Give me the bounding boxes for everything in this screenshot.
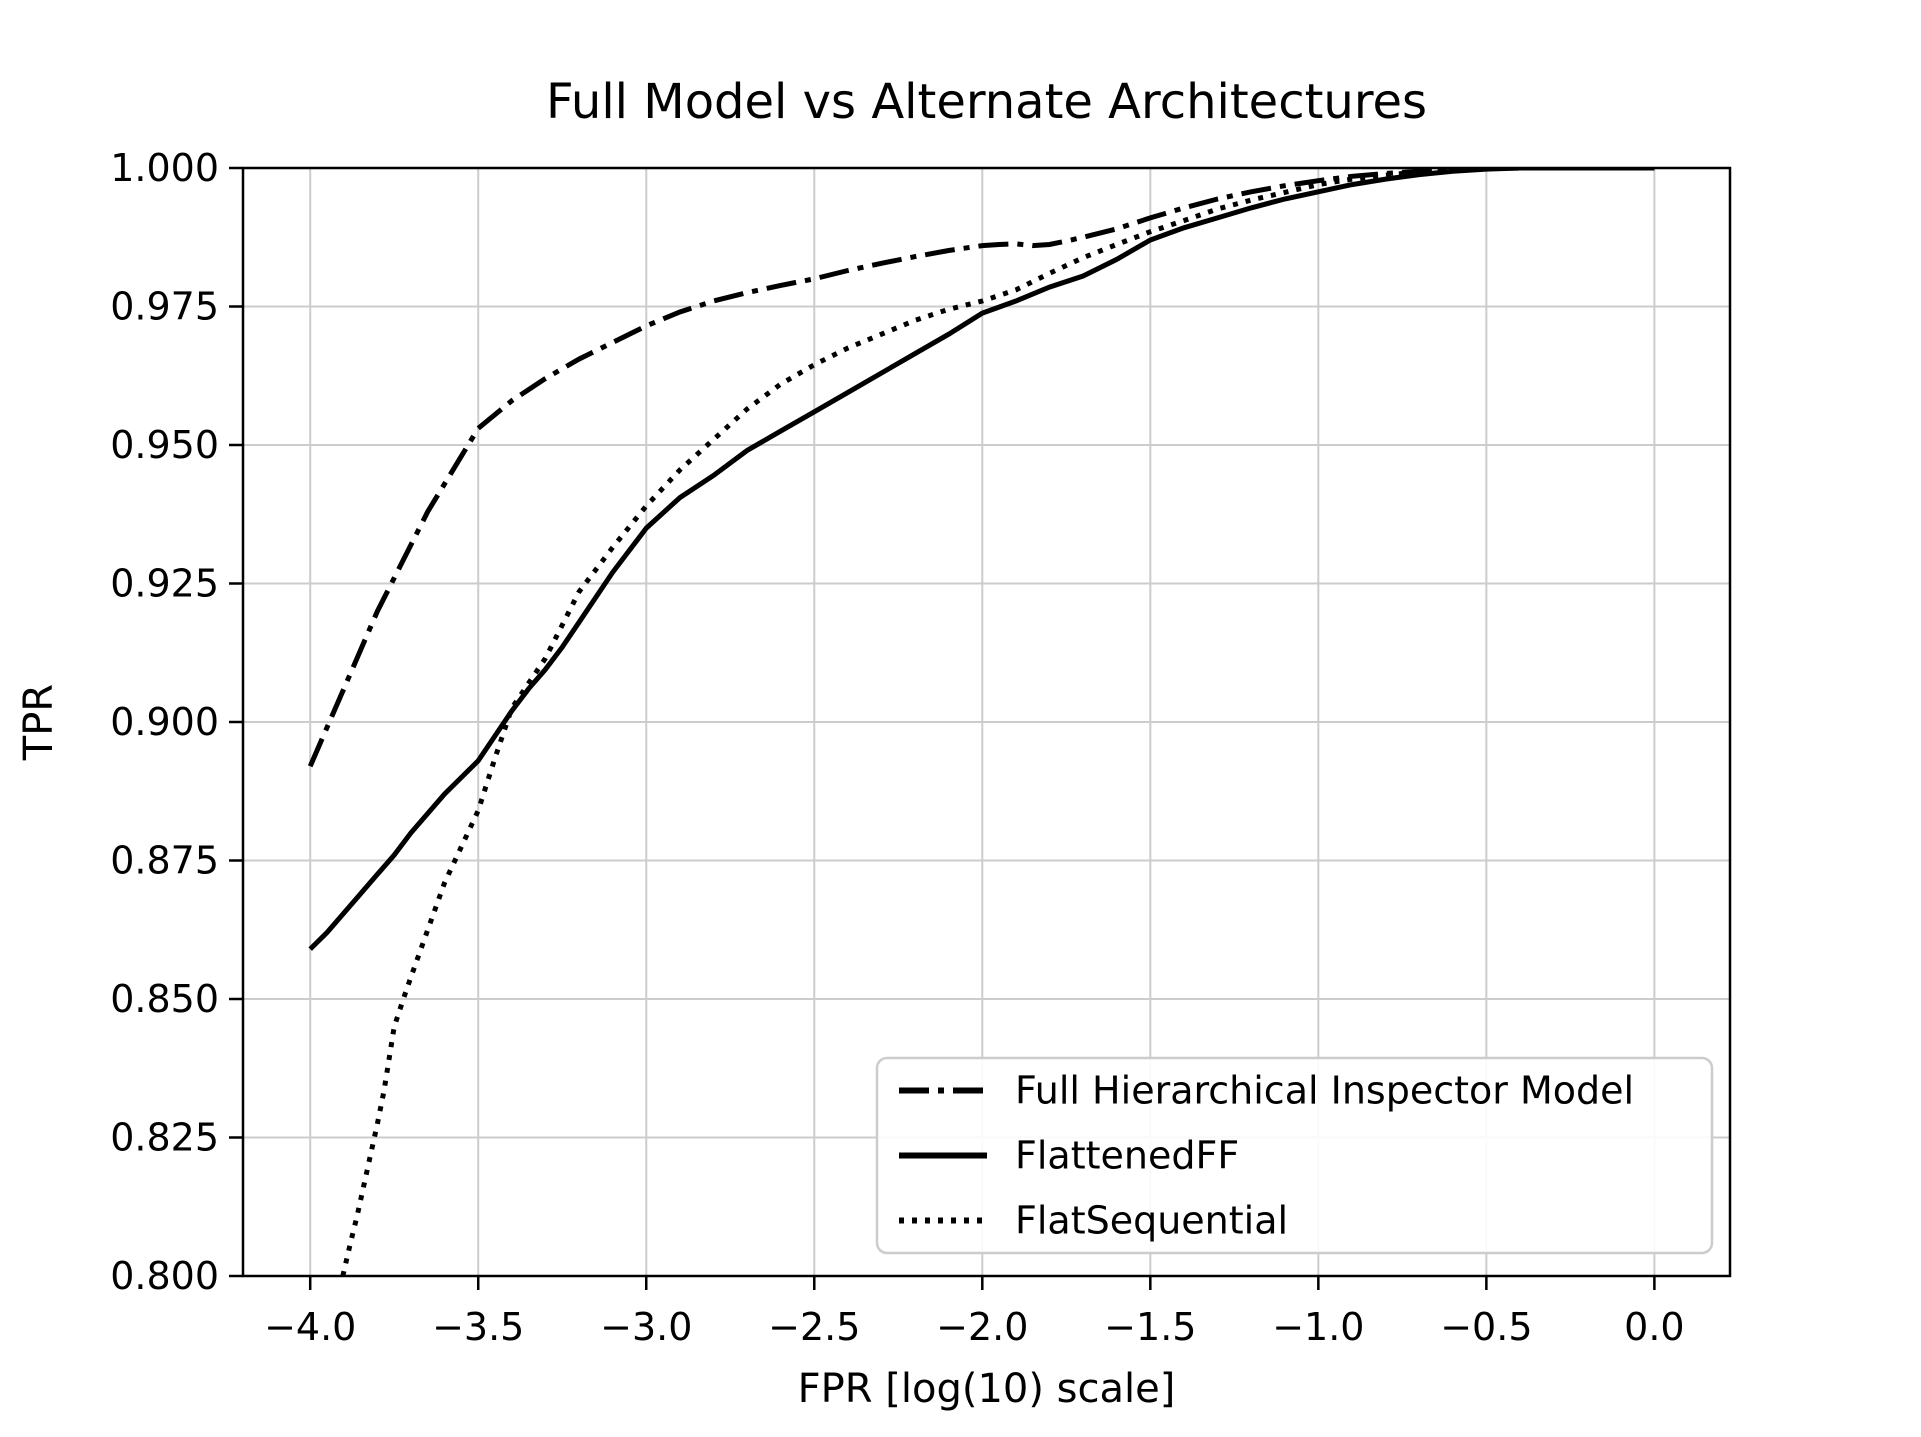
x-tick-label: −3.0	[600, 1305, 692, 1349]
series-line-0	[307, 168, 1655, 768]
legend-entry-label: Full Hierarchical Inspector Model	[1015, 1069, 1634, 1113]
x-tick-label: −2.5	[768, 1305, 860, 1349]
x-tick-label: −1.0	[1272, 1305, 1364, 1349]
legend: Full Hierarchical Inspector Model Flatten…	[875, 1056, 1714, 1255]
y-tick-label: 0.850	[110, 977, 219, 1021]
x-tick-label: −1.5	[1104, 1305, 1196, 1349]
chart-title: Full Model vs Alternate Architectures	[546, 74, 1427, 130]
x-tick-label: −2.0	[936, 1305, 1028, 1349]
legend-entry-label: FlattenedFF	[1015, 1134, 1239, 1178]
legend-entry-label: FlatSequential	[1015, 1199, 1288, 1243]
x-axis-label: FPR [log(10) scale]	[798, 1366, 1176, 1412]
x-tick-label: −3.5	[432, 1305, 524, 1349]
legend-box	[875, 1056, 1714, 1255]
series-line-1	[308, 168, 1655, 951]
y-tick-label: 0.825	[110, 1116, 219, 1160]
y-tick-label: 0.925	[110, 562, 219, 606]
x-tick-label: −0.5	[1440, 1305, 1532, 1349]
x-tick-label: −4.0	[264, 1305, 356, 1349]
y-tick-label: 0.900	[110, 700, 219, 744]
y-axis-label: TPR	[16, 684, 62, 761]
plot-series	[307, 168, 1655, 1276]
y-tick-label: 0.875	[110, 839, 219, 883]
y-tick-label: 1.000	[110, 146, 219, 190]
tick-labels: −4.0 −3.5 −3.0 −2.5 −2.0 −1.5 −1.0 −0.5 0.0 0.800…	[110, 146, 1684, 1349]
x-tick-label: 0.0	[1624, 1305, 1684, 1349]
series-line-2	[340, 168, 1655, 1276]
y-tick-label: 0.800	[110, 1254, 219, 1298]
y-tick-label: 0.950	[110, 423, 219, 467]
tick-marks	[229, 166, 1656, 1290]
y-tick-label: 0.975	[110, 285, 219, 329]
